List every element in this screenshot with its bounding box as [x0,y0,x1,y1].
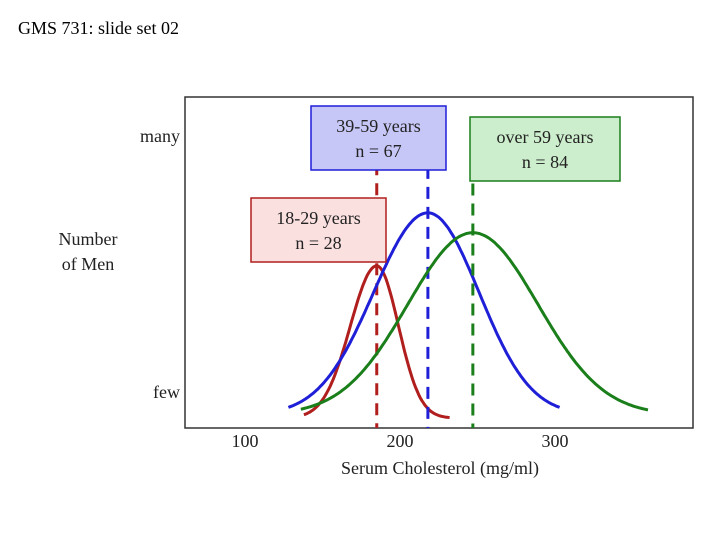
label-box-39-59-years [310,105,447,171]
x-axis-label: Serum Cholesterol (mg/ml) [341,458,539,479]
y-axis-label-line-1: Number [59,229,118,249]
label-n-over-59-years: n = 84 [522,152,568,172]
label-box-18-29-years [250,197,387,263]
label-title-18-29-years: 18-29 years [276,208,360,228]
curve-over-59-years [300,231,649,412]
x-tick-label-300: 300 [542,431,569,451]
y-axis-label-line-2: of Men [62,254,115,274]
label-n-18-29-years: n = 28 [295,233,341,253]
y-tick-label-few: few [153,382,180,402]
label-n-39-59-years: n = 67 [355,141,401,161]
label-title-39-59-years: 39-59 years [336,116,420,136]
curve-39-59-years [287,211,561,409]
x-tick-label-200: 200 [387,431,414,451]
y-tick-label-many: many [140,126,180,146]
label-title-over-59-years: over 59 years [497,127,594,147]
x-tick-label-100: 100 [232,431,259,451]
slide-title: GMS 731: slide set 02 [18,18,180,38]
label-box-over-59-years [469,116,621,182]
